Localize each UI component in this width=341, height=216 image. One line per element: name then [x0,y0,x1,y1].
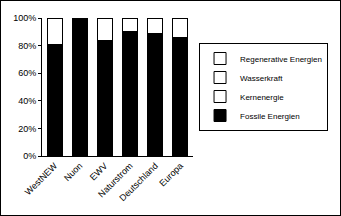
svg-text:0%: 0% [23,151,36,161]
svg-text:Kernenergie: Kernenergie [240,93,284,102]
svg-text:Fossile Energien: Fossile Energien [240,112,300,121]
svg-text:EWV: EWV [88,161,110,183]
svg-text:20%: 20% [18,124,36,134]
svg-text:Naturstrom: Naturstrom [96,161,135,200]
svg-text:60%: 60% [18,68,36,78]
svg-text:WestNEW: WestNEW [23,160,60,197]
svg-text:Deutschland: Deutschland [117,161,159,203]
svg-text:40%: 40% [18,96,36,106]
svg-text:Europa: Europa [157,161,185,189]
svg-text:Wasserkraft: Wasserkraft [240,74,283,83]
svg-text:80%: 80% [18,41,36,51]
svg-text:Regenerative Energien: Regenerative Energien [240,55,322,64]
svg-text:Nuon: Nuon [62,161,84,183]
svg-text:100%: 100% [13,13,36,23]
